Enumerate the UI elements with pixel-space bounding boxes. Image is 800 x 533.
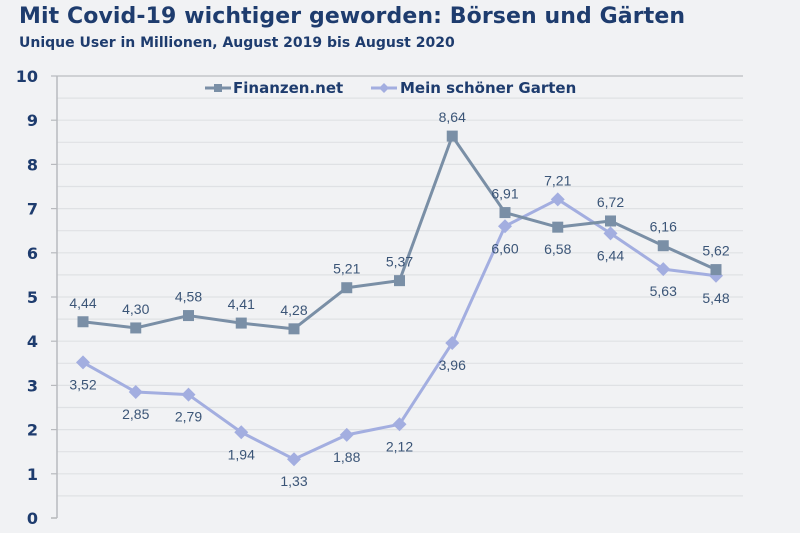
data-label: 3,52 (69, 376, 96, 392)
y-tick-label: 10 (16, 67, 38, 86)
data-point-diamond (339, 427, 354, 442)
data-label: 8,64 (439, 109, 466, 125)
data-point-square (710, 264, 722, 276)
data-label: 4,30 (122, 301, 149, 317)
data-label: 6,60 (491, 240, 518, 256)
data-label: 4,58 (175, 289, 202, 305)
y-tick-label: 7 (27, 200, 38, 219)
data-point-square (130, 322, 142, 334)
series-group (76, 130, 723, 467)
data-point-square (657, 240, 669, 252)
data-label: 2,79 (175, 409, 202, 425)
y-tick-label: 9 (27, 111, 38, 130)
y-tick-label: 4 (27, 332, 38, 351)
data-label: 4,41 (228, 296, 255, 312)
data-label: 5,21 (333, 261, 360, 277)
y-tick-label: 8 (27, 155, 38, 174)
data-label: 7,21 (544, 172, 571, 188)
data-point-square (288, 323, 300, 335)
data-point-diamond (498, 219, 512, 234)
data-point-diamond (234, 425, 249, 440)
data-label: 6,91 (491, 186, 518, 202)
data-point-diamond (287, 452, 301, 467)
data-point-square (77, 316, 89, 328)
chart-title: Mit Covid-19 wichtiger geworden: Börsen … (19, 4, 686, 29)
data-label: 1,88 (333, 449, 360, 465)
data-label: 4,28 (280, 302, 307, 318)
y-tick-label: 2 (27, 421, 38, 440)
chart-subtitle: Unique User in Millionen, August 2019 bi… (19, 35, 455, 51)
data-label: 6,16 (650, 219, 677, 235)
data-point-diamond (181, 387, 196, 402)
data-point-square (394, 275, 405, 287)
legend-diamond-marker-icon (379, 83, 389, 93)
data-point-diamond (603, 226, 618, 241)
data-label: 1,33 (280, 473, 307, 489)
data-point-square (341, 282, 353, 294)
data-label: 6,58 (544, 241, 571, 257)
legend-label: Mein schöner Garten (400, 79, 576, 97)
data-point-square (446, 130, 458, 142)
y-tick-label: 1 (27, 465, 38, 484)
data-point-diamond (656, 262, 671, 277)
data-label: 5,48 (702, 290, 729, 306)
data-labels: 4,44 4,30 4,58 4,41 4,28 5,21 5,37 8,64 6,91 6,58… (69, 109, 729, 489)
y-tick-label: 0 (27, 509, 38, 528)
data-point-diamond (550, 192, 565, 207)
data-label: 4,44 (69, 295, 96, 311)
legend-label: Finanzen.net (233, 79, 343, 97)
data-point-square (552, 221, 564, 233)
data-point-square (183, 310, 194, 322)
data-label: 5,63 (650, 283, 677, 299)
data-label: 3,96 (439, 357, 466, 373)
data-label: 5,37 (386, 254, 413, 270)
legend-square-marker-icon (214, 84, 222, 92)
legend: Finanzen.net Mein schöner Garten (205, 79, 576, 97)
data-label: 6,72 (597, 194, 624, 210)
data-label: 2,12 (386, 438, 413, 454)
data-point-diamond (392, 417, 407, 432)
data-label: 5,62 (702, 243, 729, 259)
y-tick-label: 6 (27, 244, 38, 263)
data-label: 1,94 (228, 446, 255, 462)
data-point-diamond (76, 355, 90, 370)
data-label: 6,44 (597, 247, 624, 263)
y-tick-label: 3 (27, 376, 38, 395)
data-point-diamond (128, 385, 143, 400)
y-tick-label: 5 (27, 288, 38, 307)
data-point-square (499, 207, 511, 219)
data-point-square (605, 215, 616, 227)
y-axis: 0 1 2 3 4 5 6 7 8 9 10 (16, 67, 58, 528)
data-point-diamond (445, 335, 460, 350)
data-point-square (235, 317, 247, 329)
data-label: 2,85 (122, 406, 149, 422)
